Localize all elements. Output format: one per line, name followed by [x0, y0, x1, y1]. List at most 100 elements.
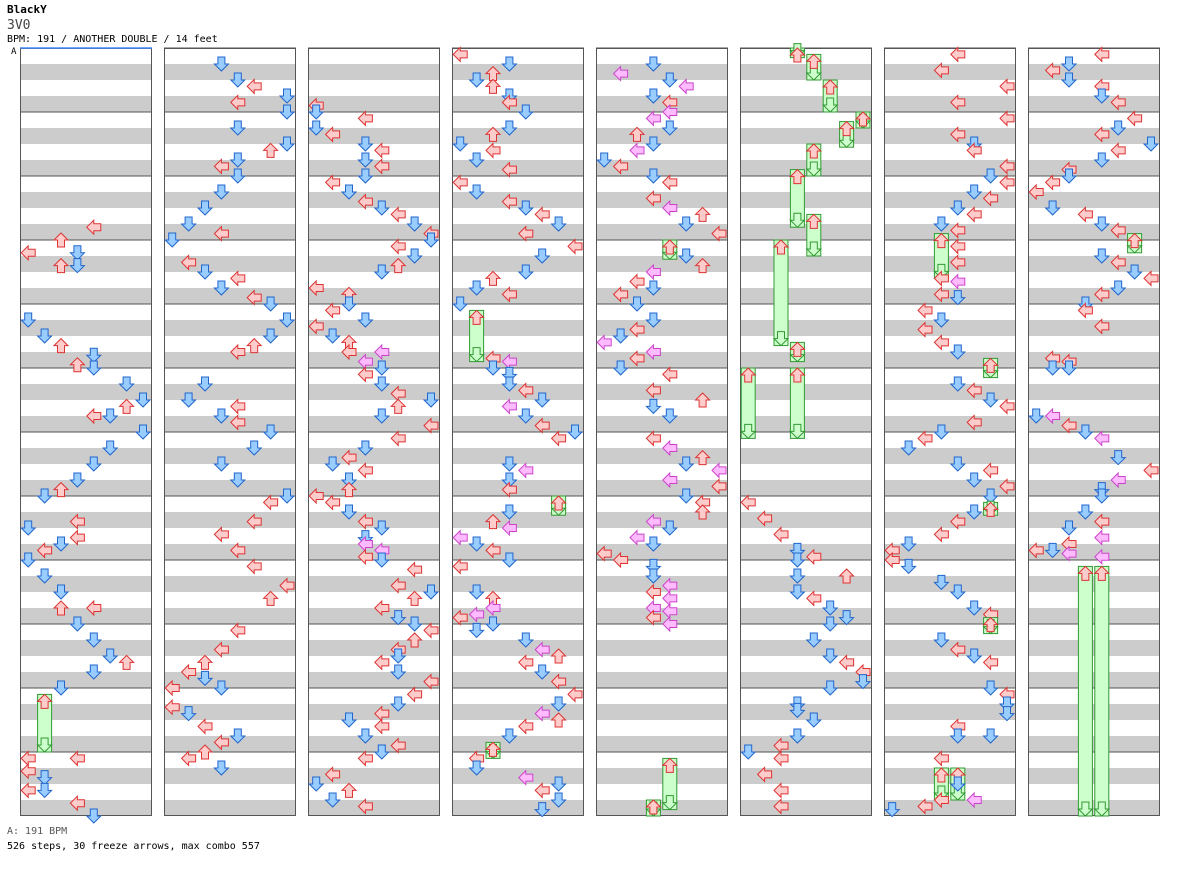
down-arrow-icon: [661, 408, 679, 424]
freeze-tail-icon: [805, 241, 823, 257]
freeze-tail-icon: [1093, 801, 1111, 817]
beat-stripe: [164, 768, 296, 784]
beat-stripe: [20, 608, 152, 624]
beat-stripe: [740, 640, 872, 656]
freeze-tail-icon: [1077, 801, 1094, 817]
down-arrow-icon: [501, 456, 518, 472]
down-arrow-icon: [213, 184, 230, 200]
chart-column: [307, 47, 440, 816]
freeze-tail-icon: [805, 161, 823, 177]
down-arrow-icon: [982, 488, 999, 504]
left-arrow-icon: [773, 782, 789, 799]
down-arrow-icon: [85, 456, 103, 472]
beat-stripe: [164, 224, 296, 240]
down-arrow-icon: [468, 622, 485, 639]
down-arrow-icon: [501, 504, 518, 520]
down-arrow-icon: [324, 792, 341, 808]
down-arrow-icon: [262, 424, 279, 440]
jump-arrow-icon: [629, 529, 645, 546]
left-arrow-icon: [550, 430, 567, 447]
down-arrow-icon: [517, 104, 535, 120]
beat-stripe: [1028, 480, 1160, 496]
column-border: [596, 48, 728, 816]
left-arrow-icon: [452, 174, 468, 191]
down-arrow-icon: [163, 232, 181, 248]
freeze-head-icon: [1077, 565, 1094, 581]
left-arrow-icon: [884, 551, 900, 569]
down-arrow-icon: [854, 674, 872, 690]
down-arrow-icon: [900, 558, 917, 575]
down-arrow-icon: [645, 398, 662, 415]
beat-stripe: [596, 672, 728, 688]
jump-arrow-icon: [1061, 545, 1077, 562]
beat-stripe: [596, 416, 728, 432]
freeze-head-icon: [933, 767, 950, 783]
freeze-tail-icon: [789, 212, 806, 228]
jump-arrow-icon: [534, 705, 550, 722]
freeze-arrow: [661, 239, 679, 260]
left-arrow-icon: [452, 558, 468, 575]
left-arrow-icon: [933, 62, 949, 79]
jump-arrow-icon: [501, 398, 517, 415]
down-arrow-icon: [1044, 200, 1061, 216]
freeze-tail-icon: [661, 795, 679, 811]
jump-arrow-icon: [452, 529, 468, 546]
beat-stripe: [164, 480, 296, 496]
down-arrow-icon: [69, 258, 86, 274]
down-arrow-icon: [324, 328, 341, 344]
freeze-arrow: [982, 357, 999, 379]
down-arrow-icon: [661, 72, 679, 88]
down-arrow-icon: [1060, 56, 1078, 72]
down-arrow-icon: [645, 88, 662, 104]
left-arrow-icon: [246, 289, 262, 306]
down-arrow-icon: [373, 376, 391, 392]
freeze-tail-icon: [772, 331, 790, 347]
freeze-arrow: [789, 367, 806, 440]
up-arrow-icon: [262, 590, 279, 606]
left-arrow-icon: [390, 238, 406, 255]
left-arrow-icon: [711, 478, 727, 495]
up-arrow-icon: [406, 590, 423, 606]
beat-stripe: [1028, 160, 1160, 176]
down-arrow-icon: [19, 552, 37, 568]
beat-stripe: [884, 256, 1016, 272]
beat-stripe: [596, 768, 728, 784]
jump-arrow-icon: [645, 263, 661, 281]
up-arrow-icon: [694, 504, 711, 520]
down-arrow-icon: [69, 245, 86, 261]
down-arrow-icon: [949, 376, 967, 392]
left-arrow-icon: [1110, 222, 1126, 239]
beat-stripe: [452, 608, 584, 624]
left-arrow-icon: [1110, 94, 1126, 111]
left-arrow-icon: [390, 430, 406, 447]
down-arrow-icon: [340, 712, 358, 728]
down-arrow-icon: [645, 312, 662, 328]
down-arrow-icon: [533, 664, 551, 680]
up-arrow-icon: [245, 337, 263, 354]
left-arrow-icon: [180, 663, 197, 681]
left-arrow-icon: [534, 782, 550, 799]
beat-stripe: [740, 544, 872, 560]
down-arrow-icon: [1093, 88, 1111, 104]
down-arrow-icon: [36, 328, 53, 344]
freeze-head-icon: [854, 111, 872, 127]
down-arrow-icon: [52, 680, 70, 696]
beat-stripe: [596, 640, 728, 656]
left-arrow-icon: [1094, 513, 1110, 530]
down-arrow-icon: [451, 296, 469, 312]
down-arrow-icon: [645, 136, 662, 152]
down-arrow-icon: [389, 648, 407, 664]
beat-stripe: [164, 800, 296, 816]
left-arrow-icon: [374, 599, 390, 617]
beat-stripe: [452, 224, 584, 240]
down-arrow-icon: [213, 680, 230, 696]
left-arrow-icon: [950, 126, 966, 143]
left-arrow-icon: [501, 94, 517, 111]
down-arrow-icon: [373, 264, 391, 280]
down-arrow-icon: [180, 706, 197, 722]
left-arrow-icon: [950, 94, 966, 111]
left-arrow-icon: [629, 321, 645, 338]
down-arrow-icon: [1093, 488, 1111, 504]
freeze-head-icon: [1093, 565, 1111, 581]
down-arrow-icon: [965, 600, 983, 616]
